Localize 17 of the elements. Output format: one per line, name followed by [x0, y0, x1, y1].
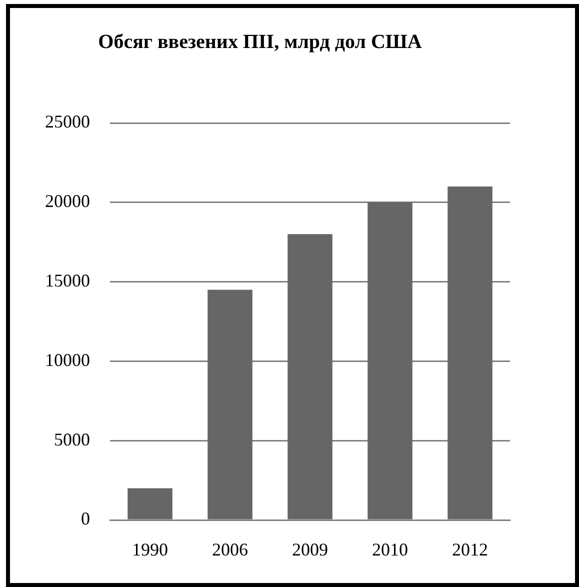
bar — [368, 202, 412, 520]
x-tick-label: 1990 — [132, 540, 168, 560]
bar — [208, 290, 252, 520]
x-tick-label: 2012 — [452, 540, 488, 560]
bar — [288, 234, 332, 520]
y-tick-label: 20000 — [45, 191, 90, 212]
x-tick-label: 2006 — [212, 540, 248, 560]
bar — [128, 488, 172, 520]
bar — [448, 186, 492, 520]
y-tick-label: 5000 — [54, 429, 90, 450]
y-tick-label: 15000 — [45, 270, 90, 291]
y-tick-label: 10000 — [45, 350, 90, 370]
y-tick-label: 0 — [81, 508, 90, 529]
chart-title: Обсяг ввезених ПІІ, млрд дол США — [98, 31, 422, 54]
x-tick-label: 2010 — [372, 540, 408, 560]
y-tick-label: 25000 — [45, 112, 90, 132]
x-tick-label: 2009 — [292, 540, 328, 560]
